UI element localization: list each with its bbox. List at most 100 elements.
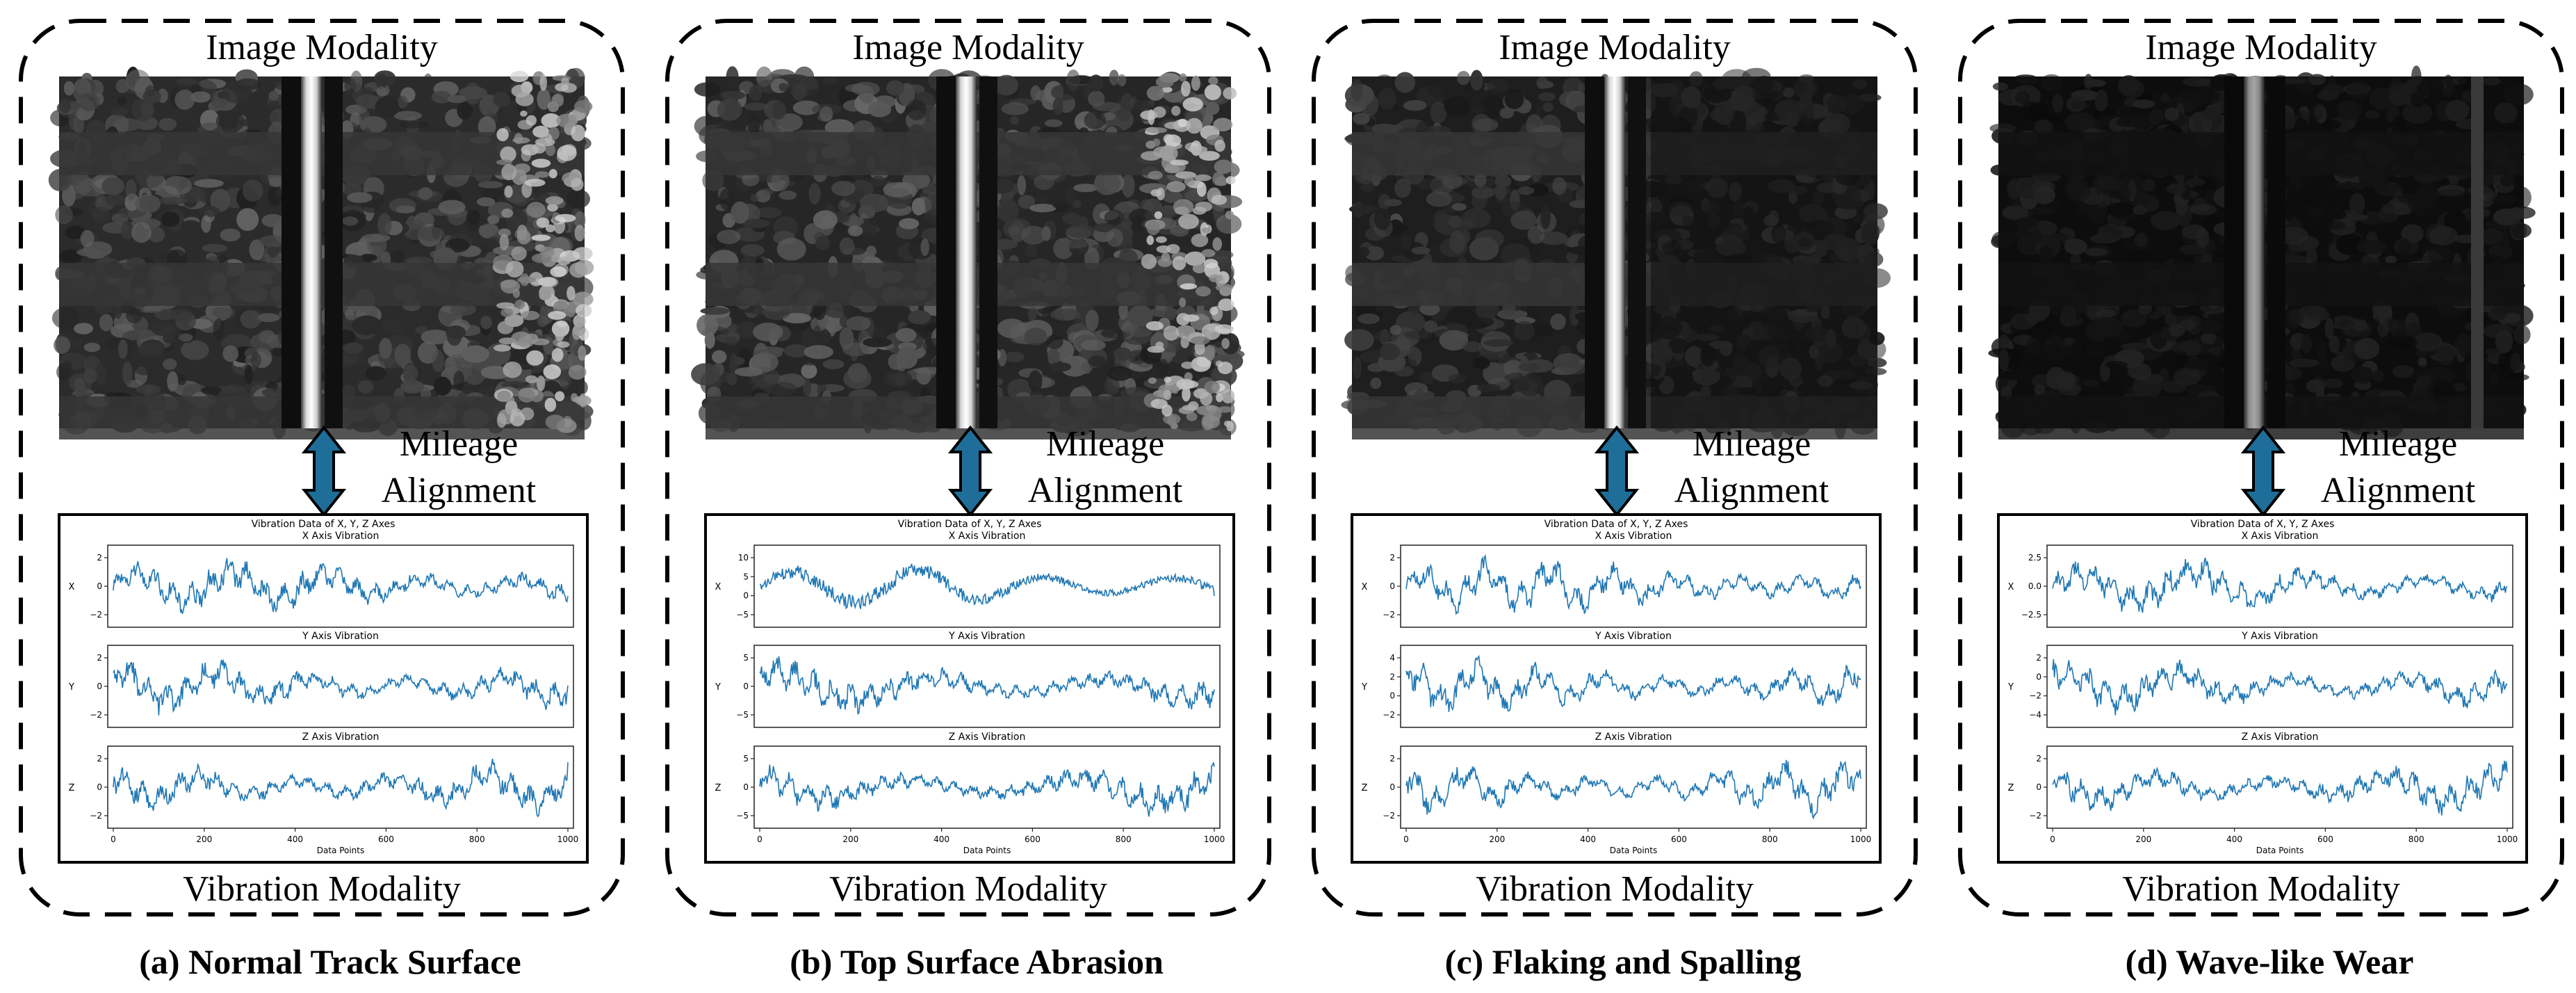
x-tick-label: 800 — [2408, 834, 2424, 844]
y-axis-title: Y Axis Vibration — [1595, 631, 1672, 642]
z-ytick-label: −5 — [736, 811, 749, 821]
data-points-label: Data Points — [317, 846, 365, 855]
y-axis-title: Y Axis Vibration — [302, 631, 379, 642]
x-ytick-label: 5 — [743, 572, 749, 581]
vibration-plot-title: Vibration Data of X, Y, Z Axes — [1544, 519, 1688, 530]
y-ytick-label: 5 — [743, 653, 749, 663]
y-ytick-label: −5 — [736, 710, 749, 720]
x-tick-label: 0 — [111, 834, 116, 844]
x-ytick-label: −2 — [1383, 610, 1395, 620]
z-vibration-series — [1405, 759, 1861, 820]
mileage-alignment-arrow — [1594, 425, 1640, 517]
modality-frame — [665, 19, 1271, 917]
vibration-modality-label: Vibration Modality — [829, 869, 1107, 909]
z-ytick-label: 0 — [2036, 782, 2041, 792]
modality-frame — [1958, 19, 2564, 917]
x-ytick-label: 0 — [97, 581, 102, 591]
x-tick-label: 200 — [842, 834, 858, 844]
data-points-label: Data Points — [2256, 846, 2304, 855]
image-modality-label: Image Modality — [1499, 28, 1731, 67]
panel-caption: (c) Flaking and Spalling — [1445, 942, 1802, 981]
vibration-modality-label: Vibration Modality — [183, 869, 461, 909]
x-vibration-series — [113, 558, 569, 614]
z-axis-subplot: Z Axis Vibration Z 2 0 −2 — [69, 732, 574, 829]
modality-frame — [1312, 19, 1918, 917]
x-tick-label: 400 — [2226, 834, 2242, 844]
alignment-label: Alignment — [1028, 471, 1183, 510]
x-ylabel: X — [69, 582, 75, 592]
image-modality-label: Image Modality — [2145, 28, 2377, 67]
x-ytick-label: 10 — [738, 553, 749, 563]
y-ytick-label: 2 — [1389, 672, 1395, 681]
y-ytick-label: 0 — [97, 681, 102, 691]
z-vibration-series — [2052, 761, 2508, 816]
x-tick-label: 600 — [1025, 834, 1041, 844]
y-ytick-label: 0 — [743, 681, 749, 691]
mileage-label: Mileage — [400, 424, 518, 464]
image-modality-label: Image Modality — [206, 28, 438, 67]
x-tick-label: 0 — [757, 834, 763, 844]
x-tick-label: 200 — [1489, 834, 1505, 844]
x-ytick-label: 0 — [743, 591, 749, 601]
x-axis-title: X Axis Vibration — [1595, 531, 1672, 542]
y-ytick-label: −2 — [90, 710, 102, 720]
x-ylabel: X — [1362, 582, 1368, 592]
y-vibration-series — [759, 656, 1215, 716]
y-axis-frame — [2046, 645, 2513, 728]
y-axis-subplot: Y Axis Vibration Y 5 0 −5 — [715, 631, 1221, 728]
y-ytick-label: 2 — [2036, 653, 2041, 663]
vibration-modality-label: Vibration Modality — [2122, 869, 2400, 909]
z-ytick-label: 2 — [1389, 754, 1395, 764]
x-axis-title: X Axis Vibration — [949, 531, 1026, 542]
z-ytick-label: 0 — [743, 782, 749, 792]
x-tick-label: 800 — [469, 834, 485, 844]
vibration-plot-box — [1351, 513, 1882, 864]
panel-3: Image Modality Mileage Alignment Vibration … — [1312, 19, 1918, 981]
z-ytick-label: −2 — [90, 811, 102, 821]
vibration-plot-box — [1997, 513, 2528, 864]
y-vibration-series — [2052, 659, 2508, 716]
y-ytick-label: 2 — [97, 653, 102, 663]
y-ytick-label: 0 — [1389, 691, 1395, 701]
y-ytick-label: −4 — [2029, 710, 2041, 720]
x-ytick-label: −5 — [736, 610, 749, 620]
x-tick-label: 200 — [2135, 834, 2151, 844]
x-ytick-label: 0 — [1389, 581, 1395, 591]
y-ytick-label: −2 — [1383, 710, 1395, 720]
x-tick-label: 1000 — [1850, 834, 1872, 844]
z-axis-title: Z Axis Vibration — [2242, 732, 2319, 743]
track-surface-image — [1988, 65, 2536, 439]
vibration-plot-title: Vibration Data of X, Y, Z Axes — [898, 519, 1042, 530]
y-axis-title: Y Axis Vibration — [948, 631, 1025, 642]
y-ylabel: Y — [68, 682, 74, 693]
panel-caption: (b) Top Surface Abrasion — [790, 942, 1164, 981]
z-ytick-label: 0 — [1389, 782, 1395, 792]
x-ylabel: X — [2008, 582, 2014, 592]
alignment-label: Alignment — [1674, 471, 1829, 510]
y-axis-title: Y Axis Vibration — [2241, 631, 2318, 642]
x-axis-subplot: X Axis Vibration X 2 0 −2 — [69, 531, 574, 628]
z-ytick-label: −2 — [2029, 811, 2041, 821]
x-tick-label: 200 — [196, 834, 212, 844]
x-axis-subplot: X Axis Vibration X 2 0 −2 — [1362, 531, 1867, 628]
panel-4: Image Modality Mileage Alignment Vibration … — [1958, 19, 2564, 981]
x-tick-label: 600 — [378, 834, 394, 844]
mileage-alignment-arrow — [301, 425, 347, 517]
track-surface-image — [691, 66, 1245, 439]
y-ylabel: Y — [2007, 682, 2014, 693]
z-ylabel: Z — [1362, 783, 1368, 793]
x-tick-label: 1000 — [557, 834, 579, 844]
y-ylabel: Y — [715, 682, 721, 693]
vibration-plot-title: Vibration Data of X, Y, Z Axes — [2191, 519, 2335, 530]
alignment-label: Alignment — [2321, 471, 2476, 510]
x-ytick-label: −2 — [90, 610, 102, 620]
z-ytick-label: 0 — [97, 782, 102, 792]
x-tick-label: 400 — [287, 834, 303, 844]
y-axis-subplot: Y Axis Vibration Y 2 0 −2 — [68, 631, 574, 728]
panel-caption: (a) Normal Track Surface — [139, 942, 521, 981]
track-surface-image — [1341, 67, 1891, 439]
panel-caption: (d) Wave-like Wear — [2126, 942, 2414, 981]
modality-frame — [19, 19, 625, 917]
z-vibration-series — [113, 758, 569, 818]
